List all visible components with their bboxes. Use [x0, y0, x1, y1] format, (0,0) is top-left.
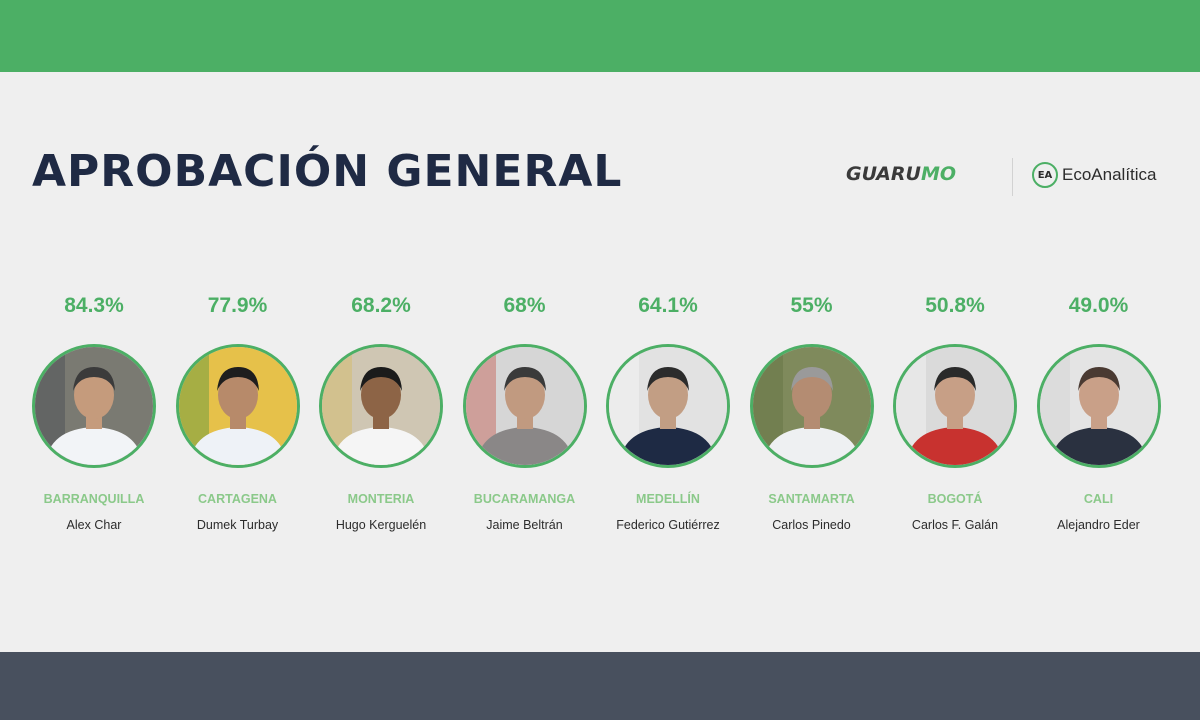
- portrait-hair: [216, 367, 259, 391]
- guarumo-logo: GUARUMO: [846, 163, 956, 185]
- mayor-card: 64.1% MEDELLÍN Federico Gutiérrez: [596, 288, 740, 548]
- portrait-illustration: [322, 347, 440, 465]
- city-label: MEDELLÍN: [636, 492, 700, 506]
- mayor-name: Federico Gutiérrez: [616, 518, 720, 532]
- portrait-hair: [790, 367, 833, 391]
- mayor-card: 68% BUCARAMANGA Jaime Beltrán: [453, 288, 597, 548]
- portrait-hair: [934, 367, 976, 391]
- portrait-face: [504, 371, 545, 419]
- portrait-face: [74, 371, 114, 419]
- mayor-card: 68.2% MONTERIA Hugo Kerguelén: [309, 288, 453, 548]
- city-label: CARTAGENA: [198, 492, 277, 506]
- mayor-card: 84.3% BARRANQUILLA Alex Char: [22, 288, 166, 548]
- mayor-name: Carlos F. Galán: [911, 518, 999, 532]
- mayor-portrait: [606, 344, 730, 468]
- approval-percentage: 55%: [790, 294, 833, 317]
- portrait-face: [935, 371, 975, 419]
- portrait-illustration: [752, 347, 871, 465]
- footer-banner: [0, 652, 1200, 720]
- approval-percentage: 77.9%: [207, 294, 268, 317]
- portrait-face: [791, 371, 832, 419]
- approval-percentage: 50.8%: [925, 294, 985, 317]
- mayor-name: Alex Char: [66, 518, 122, 532]
- portrait-hair: [1077, 367, 1120, 391]
- portrait-illustration: [35, 347, 153, 465]
- mayor-card: 50.8% BOGOTÁ Carlos F. Galán: [883, 288, 1027, 548]
- portrait-torso: [45, 427, 143, 465]
- mayor-card: 55% SANTAMARTA Carlos Pinedo: [740, 288, 884, 548]
- mayor-name: Alejandro Eder: [1057, 518, 1140, 532]
- portrait-torso: [762, 427, 861, 465]
- mayor-portrait: [1036, 344, 1161, 468]
- portrait-face: [217, 371, 258, 419]
- mayor-name: Dumek Turbay: [196, 518, 279, 532]
- guarumo-logo-text: GUARU: [846, 163, 921, 185]
- mayor-card: 77.9% CARTAGENA Dumek Turbay: [166, 288, 310, 548]
- portrait-torso: [906, 427, 1004, 465]
- mayor-portrait: [319, 344, 443, 468]
- portrait-hair: [647, 367, 689, 391]
- ecoanalitica-logo-text: EcoAnalítica: [1062, 165, 1157, 184]
- portrait-illustration: [465, 347, 584, 465]
- city-label: BARRANQUILLA: [43, 492, 145, 506]
- city-label: MONTERIA: [347, 492, 415, 506]
- portrait-torso: [188, 427, 287, 465]
- mayor-name: Jaime Beltrán: [486, 518, 563, 532]
- portrait-illustration: [178, 347, 297, 465]
- page-title: APROBACIÓN GENERAL: [32, 146, 623, 197]
- city-label: CALI: [1083, 492, 1114, 506]
- mayor-name: Hugo Kerguelén: [335, 518, 427, 532]
- mayor-name: Carlos Pinedo: [772, 518, 851, 532]
- mayor-portrait: [749, 344, 874, 468]
- portrait-hair: [503, 367, 546, 391]
- approval-percentage: 64.1%: [638, 294, 698, 317]
- ecoanalitica-logo: EA EcoAnalítica: [1032, 162, 1157, 188]
- city-label: BUCARAMANGA: [473, 492, 576, 506]
- mayor-portrait: [893, 344, 1017, 468]
- guarumo-logo-accent: MO: [920, 163, 956, 185]
- portrait-illustration: [609, 347, 727, 465]
- portrait-torso: [475, 427, 574, 465]
- city-label: BOGOTÁ: [927, 492, 983, 506]
- portrait-face: [361, 371, 401, 419]
- top-banner: [0, 0, 1200, 72]
- ecoanalitica-badge-icon: EA: [1032, 162, 1058, 188]
- mayor-portrait: [175, 344, 300, 468]
- portrait-face: [648, 371, 688, 419]
- portrait-illustration: [1039, 347, 1158, 465]
- portrait-face: [1078, 371, 1119, 419]
- approval-percentage: 68%: [503, 294, 546, 317]
- mayor-cards: 84.3% BARRANQUILLA Alex Char 77.9% CARTAGENA…: [22, 288, 1182, 548]
- city-label: SANTAMARTA: [768, 492, 855, 506]
- mayor-portrait: [32, 344, 156, 468]
- logo-divider: [1012, 158, 1013, 196]
- portrait-illustration: [896, 347, 1014, 465]
- approval-percentage: 49.0%: [1068, 294, 1129, 317]
- approval-percentage: 68.2%: [351, 294, 411, 317]
- portrait-torso: [619, 427, 717, 465]
- approval-percentage: 84.3%: [64, 294, 124, 317]
- mayor-portrait: [462, 344, 587, 468]
- portrait-hair: [360, 367, 402, 391]
- portrait-torso: [1049, 427, 1148, 465]
- portrait-torso: [332, 427, 430, 465]
- portrait-hair: [73, 367, 115, 391]
- mayor-card: 49.0% CALI Alejandro Eder: [1027, 288, 1171, 548]
